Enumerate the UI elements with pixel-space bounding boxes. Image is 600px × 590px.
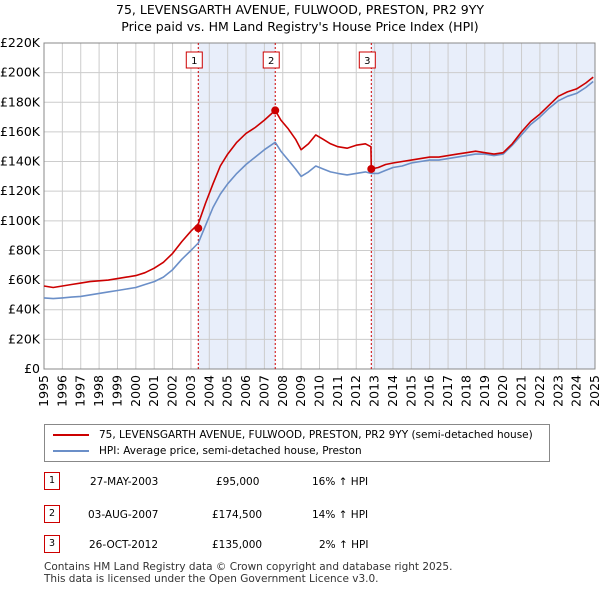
sale-point xyxy=(367,164,376,173)
x-tick-label: 2025 xyxy=(587,375,600,407)
transaction-date: 03-AUG-2007 xyxy=(88,509,159,521)
transaction-date: 27-MAY-2003 xyxy=(90,476,159,488)
x-tick-label: 2014 xyxy=(385,375,400,407)
y-tick-label: £140K xyxy=(0,154,41,169)
y-tick-label: £20K xyxy=(8,331,41,346)
chart-title-line1: 75, LEVENSGARTH AVENUE, FULWOOD, PRESTON… xyxy=(116,2,484,17)
sale-number-label: 3 xyxy=(364,56,370,67)
transaction-date: 26-OCT-2012 xyxy=(89,539,158,551)
transaction-hpi: 16% ↑ HPI xyxy=(312,476,369,488)
sale-number-label: 1 xyxy=(191,56,197,67)
x-tick-label: 2008 xyxy=(275,375,290,407)
x-tick-label: 2006 xyxy=(238,375,253,407)
x-tick-label: 2011 xyxy=(330,375,345,407)
shaded-region xyxy=(198,43,276,369)
sale-point xyxy=(194,224,203,233)
series-line-property xyxy=(43,76,594,289)
x-tick-label: 2017 xyxy=(440,375,455,407)
x-tick-label: 1995 xyxy=(36,375,51,407)
transaction-badge: 1 xyxy=(44,472,60,490)
y-tick-label: £120K xyxy=(0,183,41,198)
x-tick-label: 2018 xyxy=(458,375,473,407)
legend-label-property: 75, LEVENSGARTH AVENUE, FULWOOD, PRESTON… xyxy=(99,429,533,441)
y-tick-label: £100K xyxy=(0,213,41,228)
transaction-row: 3 26-OCT-2012 £135,000 2% ↑ HPI xyxy=(0,535,600,555)
x-tick-label: 2009 xyxy=(293,375,308,407)
x-tick-label: 2000 xyxy=(128,375,143,407)
y-tick-label: £180K xyxy=(0,94,41,109)
x-tick-label: 1996 xyxy=(54,375,69,407)
x-tick-label: 2005 xyxy=(220,375,235,407)
x-tick-label: 2004 xyxy=(201,375,216,407)
sale-point xyxy=(271,106,280,115)
transaction-price: £174,500 xyxy=(212,509,263,521)
x-tick-label: 2003 xyxy=(183,375,198,407)
transaction-hpi: 2% ↑ HPI xyxy=(319,539,369,551)
x-tick-label: 2020 xyxy=(495,375,510,407)
x-tick-label: 2024 xyxy=(569,375,584,407)
x-tick-label: 2013 xyxy=(367,375,382,407)
chart-title-line2: Price paid vs. HM Land Registry's House … xyxy=(121,19,479,34)
chart-legend: 75, LEVENSGARTH AVENUE, FULWOOD, PRESTON… xyxy=(44,424,550,462)
y-tick-label: £220K xyxy=(0,35,41,50)
x-tick-label: 2022 xyxy=(532,375,547,407)
footer-attribution: Contains HM Land Registry data © Crown c… xyxy=(44,561,452,585)
transaction-hpi: 14% ↑ HPI xyxy=(312,509,369,521)
shaded-region xyxy=(371,43,595,369)
x-tick-label: 2012 xyxy=(348,375,363,407)
legend-swatch-hpi xyxy=(53,450,89,452)
series-line-hpi xyxy=(43,80,594,300)
x-tick-label: 1997 xyxy=(73,375,88,407)
y-tick-label: £160K xyxy=(0,124,41,139)
y-tick-label: £60K xyxy=(8,272,41,287)
price-chart: £0 £20K £40K £60K £80K £100K £120K £140K £160K £1… xyxy=(0,35,600,407)
sale-number-box xyxy=(358,51,376,69)
y-tick-label: £200K xyxy=(0,65,41,80)
transaction-price: £95,000 xyxy=(216,476,260,488)
x-tick-label: 2010 xyxy=(312,375,327,407)
x-tick-label: 2021 xyxy=(514,375,529,407)
transaction-row: 1 27-MAY-2003 £95,000 16% ↑ HPI xyxy=(0,472,600,492)
y-tick-label: £0 xyxy=(24,361,40,376)
x-tick-label: 1999 xyxy=(109,375,124,407)
transaction-badge: 3 xyxy=(44,535,60,553)
plot-frame xyxy=(43,42,596,370)
legend-swatch-property xyxy=(53,434,89,436)
sale-number-label: 2 xyxy=(268,56,274,67)
footer-line2: This data is licensed under the Open Gov… xyxy=(44,573,379,585)
x-tick-label: 2019 xyxy=(477,375,492,407)
x-tick-label: 2015 xyxy=(403,375,418,407)
x-tick-label: 1998 xyxy=(91,375,106,407)
y-tick-label: £40K xyxy=(8,302,41,317)
footer-line1: Contains HM Land Registry data © Crown c… xyxy=(44,561,453,573)
transaction-badge: 2 xyxy=(44,505,60,523)
x-tick-label: 2007 xyxy=(256,375,271,407)
sale-number-box xyxy=(262,51,280,69)
transaction-price: £135,000 xyxy=(212,539,263,551)
transaction-row: 2 03-AUG-2007 £174,500 14% ↑ HPI xyxy=(0,505,600,525)
x-tick-label: 2001 xyxy=(146,375,161,407)
x-tick-label: 2002 xyxy=(165,375,180,407)
y-tick-label: £80K xyxy=(8,242,41,257)
x-tick-label: 2016 xyxy=(422,375,437,407)
x-tick-label: 2023 xyxy=(550,375,565,407)
legend-label-hpi: HPI: Average price, semi-detached house,… xyxy=(99,445,362,457)
sale-number-box xyxy=(185,51,203,69)
